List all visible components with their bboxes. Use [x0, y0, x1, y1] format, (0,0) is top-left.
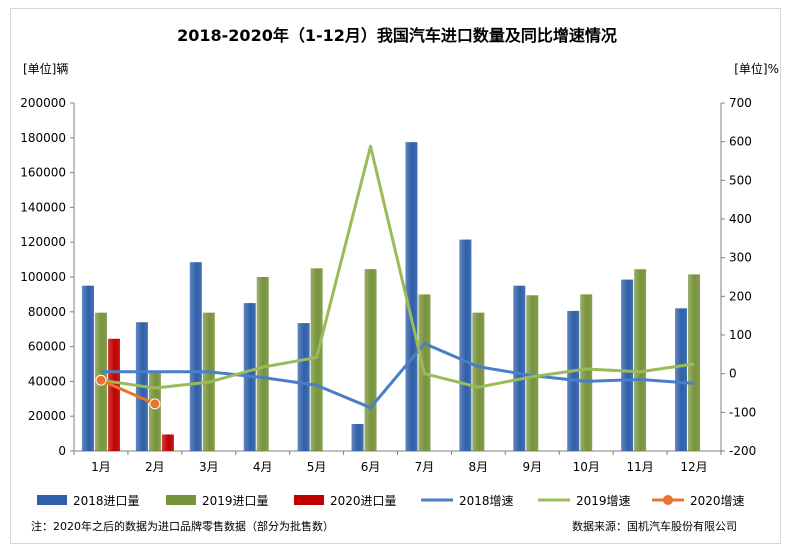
left-tick-label: 160000 [20, 166, 66, 180]
line-2020增速 [100, 378, 156, 406]
bar-2019进口量 [526, 295, 539, 451]
bar-2018进口量 [513, 285, 526, 451]
line-2019增速 [100, 144, 695, 390]
legend-label: 2020增速 [690, 494, 745, 508]
legend-swatch [37, 495, 67, 505]
footnote: 注：2020年之后的数据为进口品牌零售数据（部分为批售数） [31, 519, 334, 533]
plot-area: 0 20000 40000 60000 80000 100000 120000 140000 1… [20, 96, 756, 474]
right-tick-label: 500 [729, 173, 752, 187]
bar-2019进口量 [634, 269, 647, 451]
marker-2020增速 [149, 398, 161, 410]
bar-2019进口量 [148, 372, 161, 451]
chart-frame: 2018-2020年（1-12月）我国汽车进口数量及同比增速情况 [单位]辆 [… [10, 8, 781, 544]
x-tick-label: 7月 [415, 460, 435, 474]
legend-swatch [166, 495, 196, 505]
line-2018增速 [100, 342, 695, 410]
right-tick-label: 100 [729, 328, 752, 342]
x-tick-label: 11月 [626, 460, 653, 474]
right-tick-label: 300 [729, 251, 752, 265]
x-tick-label: 10月 [573, 460, 600, 474]
x-tick-label: 6月 [361, 460, 381, 474]
legend-label: 2018进口量 [73, 494, 140, 508]
right-tick-label: 0 [729, 367, 737, 381]
bar-2018进口量 [189, 262, 202, 451]
chart-title: 2018-2020年（1-12月）我国汽车进口数量及同比增速情况 [177, 26, 617, 45]
right-axis-unit: [单位]% [734, 61, 779, 76]
bar-2019进口量 [472, 312, 485, 451]
bar-2018进口量 [675, 308, 688, 451]
x-tick-label: 12月 [680, 460, 707, 474]
source-note: 数据来源：国机汽车股份有限公司 [572, 519, 737, 533]
legend-swatch [294, 495, 324, 505]
x-tick-label: 2月 [145, 460, 165, 474]
left-tick-label: 40000 [28, 374, 66, 388]
bar-2018进口量 [459, 239, 472, 451]
legend-label: 2019增速 [576, 494, 631, 508]
bar-2018进口量 [351, 424, 364, 451]
left-tick-label: 0 [58, 444, 66, 458]
bar-2018进口量 [405, 142, 418, 451]
legend: 2018进口量 2019进口量 2020进口量 2018增速 2019增速 2020增速 [37, 494, 745, 508]
left-tick-label: 200000 [20, 96, 66, 110]
x-tick-label: 3月 [199, 460, 219, 474]
legend-label: 2020进口量 [330, 494, 397, 508]
x-tick-label: 4月 [253, 460, 273, 474]
right-tick-label: -100 [729, 405, 756, 419]
x-tick-label: 8月 [469, 460, 489, 474]
chart-svg: 2018-2020年（1-12月）我国汽车进口数量及同比增速情况 [单位]辆 [… [20, 26, 779, 533]
bar-2019进口量 [580, 294, 593, 451]
right-tick-label: 700 [729, 96, 752, 110]
right-tick-label: 200 [729, 289, 752, 303]
left-axis-unit: [单位]辆 [23, 61, 68, 76]
x-tick-label: 1月 [91, 460, 111, 474]
left-tick-label: 120000 [20, 235, 66, 249]
bar-2019进口量 [310, 268, 323, 451]
left-tick-label: 100000 [20, 270, 66, 284]
right-tick-label: 600 [729, 135, 752, 149]
bar-2020进口量 [161, 434, 174, 451]
left-tick-label: 60000 [28, 340, 66, 354]
left-tick-label: 140000 [20, 200, 66, 214]
legend-marker [663, 495, 673, 505]
legend-label: 2018增速 [459, 494, 514, 508]
bar-2020进口量 [107, 338, 120, 451]
right-tick-label: 400 [729, 212, 752, 226]
x-tick-label: 5月 [307, 460, 327, 474]
marker-2020增速 [95, 374, 107, 386]
right-tick-label: -200 [729, 444, 756, 458]
left-tick-label: 80000 [28, 305, 66, 319]
bar-2019进口量 [364, 269, 377, 451]
x-tick-label: 9月 [522, 460, 542, 474]
bar-2018进口量 [297, 323, 310, 451]
bar-2018进口量 [81, 285, 94, 451]
bar-2018进口量 [621, 279, 634, 451]
bar-2019进口量 [688, 274, 701, 451]
left-tick-label: 20000 [28, 409, 66, 423]
bar-2019进口量 [256, 277, 269, 451]
left-tick-label: 180000 [20, 131, 66, 145]
legend-label: 2019进口量 [202, 494, 269, 508]
